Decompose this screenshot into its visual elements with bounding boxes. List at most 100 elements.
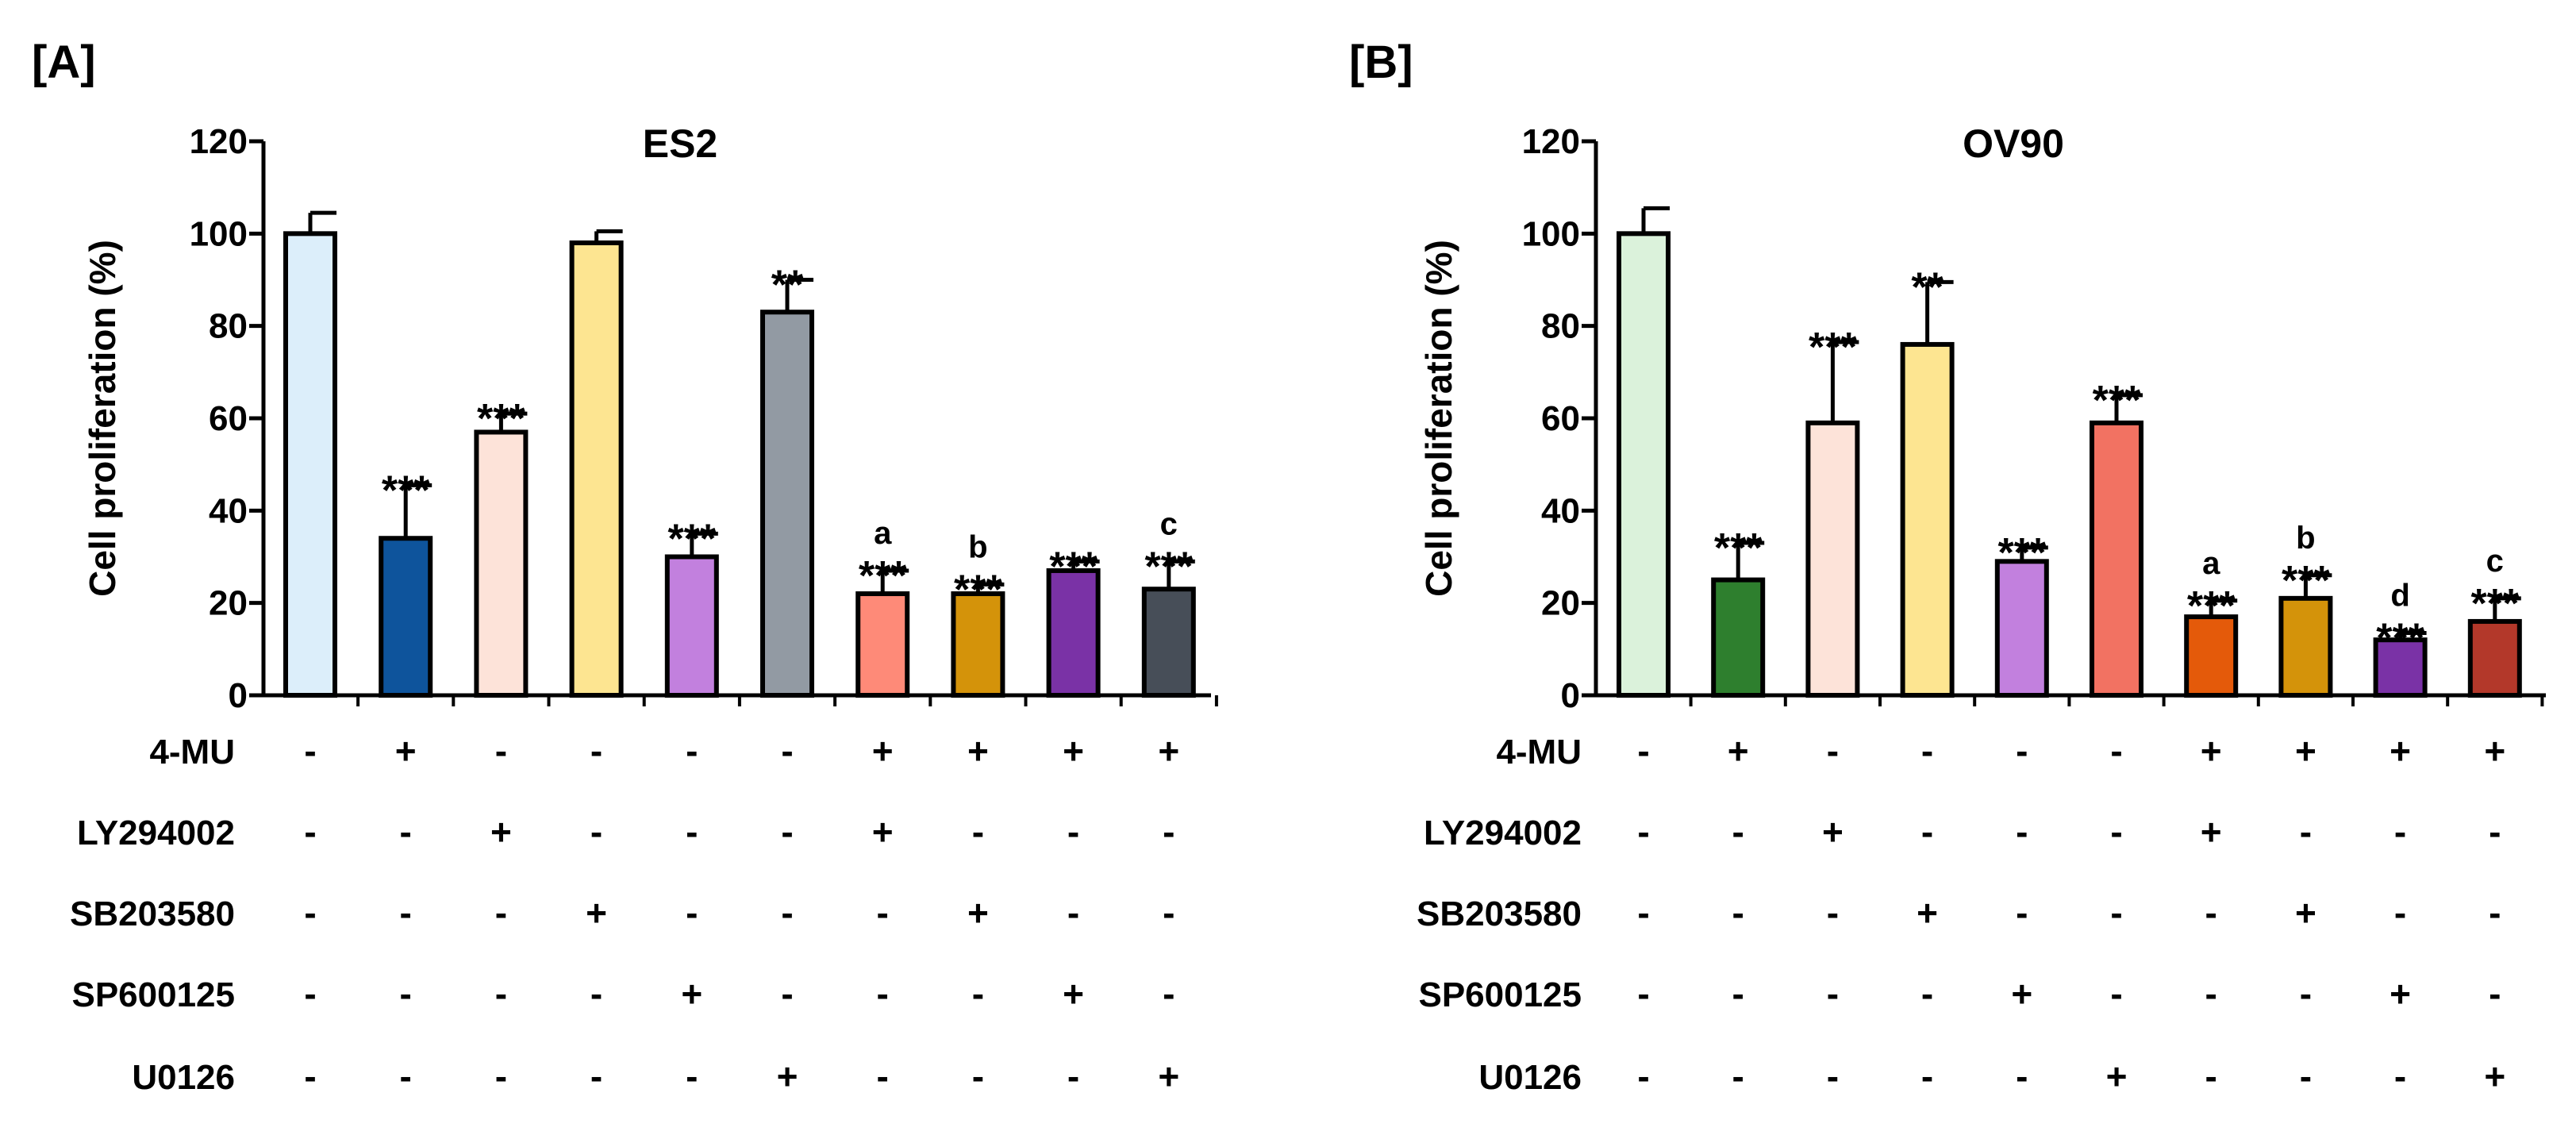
treatment-sign: - — [2489, 892, 2501, 933]
treatment-sign: - — [400, 811, 412, 852]
group-letter-label: b — [2296, 521, 2315, 556]
treatment-sign: - — [2205, 1056, 2217, 1097]
treatment-sign: - — [2016, 892, 2028, 933]
treatment-row-label: SB203580 — [1417, 895, 1582, 933]
treatment-sign: - — [495, 730, 507, 771]
significance-label: *** — [382, 467, 430, 514]
significance-label: *** — [2470, 581, 2519, 627]
treatment-row-label: SB203580 — [70, 895, 235, 933]
treatment-sign: + — [2484, 1056, 2505, 1097]
treatment-sign: + — [2106, 1056, 2128, 1097]
significance-label: *** — [2187, 583, 2236, 629]
group-letter-label: a — [2202, 546, 2220, 581]
chart-title: OV90 — [1963, 121, 2064, 166]
treatment-sign: + — [2201, 730, 2222, 771]
treatment-sign: - — [1827, 1056, 1839, 1097]
treatment-sign: - — [590, 730, 602, 771]
panel-b: [B] OV90 Cell proliferation (%) 0 20 40 60 80 10… — [1349, 37, 2546, 1097]
treatment-sign: - — [781, 892, 793, 933]
y-tick-label: 100 — [190, 214, 248, 253]
significance-label: *** — [954, 567, 1002, 613]
bar — [569, 240, 624, 698]
treatment-sign: - — [2489, 811, 2501, 852]
treatment-sign: - — [2110, 811, 2122, 852]
treatment-sign: - — [304, 811, 316, 852]
treatment-sign: - — [2110, 892, 2122, 933]
treatment-sign: - — [1921, 973, 1933, 1014]
treatment-sign: - — [2300, 973, 2312, 1014]
treatment-sign: - — [1637, 892, 1649, 933]
significance-label: *** — [667, 516, 716, 562]
y-tick-label: 80 — [209, 307, 248, 346]
group-letter-label: b — [968, 529, 987, 564]
treatment-sign: - — [781, 811, 793, 852]
treatment-sign: + — [395, 730, 417, 771]
treatment-row-label: LY294002 — [1424, 814, 1582, 852]
treatment-sign: + — [872, 730, 894, 771]
treatment-sign: - — [1067, 892, 1079, 933]
treatment-sign: - — [2489, 973, 2501, 1014]
y-tick-label: 20 — [209, 584, 248, 623]
treatment-row-label: SP600125 — [71, 975, 235, 1014]
panel-a: [A] ES2 Cell proliferation (%) 0 20 40 60 80 100… — [32, 37, 1218, 1097]
treatment-sign: - — [590, 973, 602, 1014]
y-tick-label: 120 — [190, 122, 248, 161]
treatment-sign: - — [2016, 811, 2028, 852]
treatment-sign: - — [1637, 730, 1649, 771]
y-tick-label: 40 — [1541, 491, 1580, 530]
bar — [1046, 568, 1101, 698]
significance-label: *** — [2376, 615, 2424, 661]
treatment-sign: - — [686, 892, 698, 933]
treatment-sign: - — [877, 892, 889, 933]
treatment-sign: + — [872, 811, 894, 852]
group-letter-label: a — [874, 516, 892, 551]
treatment-row-label: 4-MU — [1496, 733, 1582, 771]
treatment-sign: - — [590, 1056, 602, 1097]
treatment-sign: + — [777, 1056, 798, 1097]
treatment-sign: - — [2300, 1056, 2312, 1097]
significance-label: *** — [2282, 558, 2330, 604]
treatment-sign: - — [1163, 973, 1175, 1014]
treatment-sign: - — [495, 892, 507, 933]
treatment-sign: - — [1732, 892, 1744, 933]
y-axis-label: Cell proliferation (%) — [1418, 240, 1459, 597]
bar — [379, 536, 433, 698]
treatment-sign: + — [1917, 892, 1938, 933]
treatment-sign: + — [490, 811, 512, 852]
treatment-sign: - — [495, 973, 507, 1014]
treatment-sign: - — [304, 892, 316, 933]
significance-label: ** — [771, 263, 804, 309]
treatment-sign: - — [2110, 730, 2122, 771]
y-tick-label: 120 — [1522, 122, 1580, 161]
treatment-sign: - — [877, 973, 889, 1014]
treatment-sign: + — [1063, 973, 1084, 1014]
treatment-sign: + — [1822, 811, 1844, 852]
treatment-sign: - — [304, 973, 316, 1014]
bar — [2278, 595, 2333, 698]
treatment-row-label: SP600125 — [1418, 975, 1582, 1014]
significance-label: *** — [1714, 525, 1763, 571]
group-letter-label: c — [1160, 506, 1178, 541]
treatment-sign: - — [1637, 811, 1649, 852]
treatment-sign: - — [1732, 811, 1744, 852]
treatment-sign: - — [2394, 892, 2406, 933]
treatment-sign: - — [972, 973, 984, 1014]
treatment-sign: - — [400, 1056, 412, 1097]
bar — [855, 591, 910, 698]
significance-label: *** — [1049, 544, 1098, 590]
significance-label: *** — [1144, 544, 1193, 590]
bar — [1805, 420, 1860, 698]
treatment-sign: + — [1728, 730, 1749, 771]
treatment-sign: - — [1921, 730, 1933, 771]
y-tick-label: 100 — [1522, 214, 1580, 253]
treatment-sign: - — [1921, 1056, 1933, 1097]
treatment-sign: - — [686, 1056, 698, 1097]
y-tick-label: 60 — [1541, 399, 1580, 438]
treatment-sign: + — [967, 730, 989, 771]
significance-label: *** — [859, 553, 907, 599]
bar — [951, 591, 1005, 698]
treatment-sign: - — [1637, 973, 1649, 1014]
treatment-sign: + — [2295, 892, 2316, 933]
treatment-sign: - — [1827, 730, 1839, 771]
